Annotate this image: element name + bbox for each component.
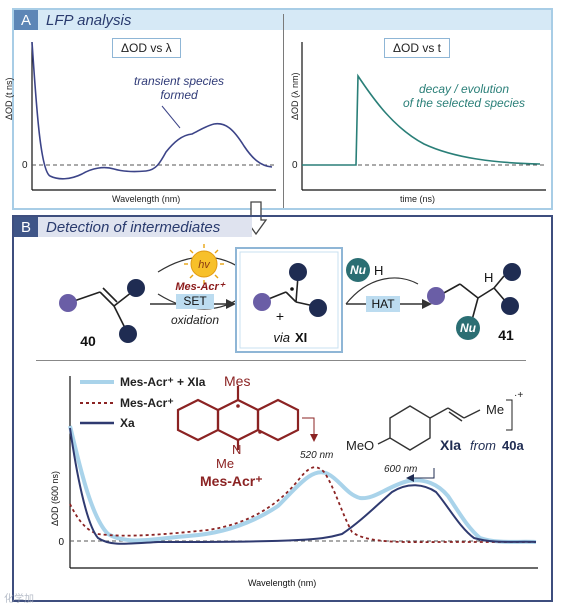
lfp-decay-ylabel: ΔOD (λ nm) (290, 72, 300, 120)
acr-radical-dotted-curve (69, 466, 536, 544)
legend-label-acr: Mes-Acr⁺ (120, 396, 174, 410)
reaction-scheme: hv Mes-Acr⁺ SET oxidation + via XI Nu H … (59, 244, 521, 353)
radical-cation-xi (235, 247, 343, 353)
meo-label: MeO (346, 438, 374, 453)
product-hydrogen: H (484, 270, 493, 285)
lfp-spectrum-pointer (161, 105, 181, 129)
hat-text: HAT (371, 297, 395, 311)
panel-a-divider (283, 14, 284, 208)
panel-b: B Detection of intermediates (12, 215, 553, 602)
product-41-structure (427, 263, 521, 340)
panel-a-letter: A (14, 10, 38, 30)
panel-b-title: Detection of intermediates (46, 218, 221, 236)
xia-source-label: 40a (502, 438, 524, 453)
lfp-decay-note: decay / evolution of the selected specie… (384, 82, 544, 110)
nu-reagent-text: Nu (350, 263, 367, 277)
via-word: via (273, 330, 290, 345)
peak1-arrowhead (310, 434, 318, 442)
lfp-spectrum-note-line1: transient species (133, 74, 225, 88)
hydrogen-text: H (374, 263, 383, 278)
panel-b-header: B Detection of intermediates (14, 217, 252, 237)
xia-from-label: from (470, 438, 496, 453)
lfp-decay-chart (301, 42, 546, 191)
hv-text: hv (198, 259, 211, 271)
lfp-decay-zero: 0 (292, 160, 298, 171)
xia-me-label: Me (486, 402, 504, 417)
acr-n-label: N (232, 442, 241, 457)
lfp-spectrum-curve (31, 41, 273, 180)
acr-me-label: Me (216, 456, 234, 471)
mes-label: Mes (224, 373, 250, 389)
lfp-spectrum-note-line2: formed (160, 88, 198, 102)
acr-name-label: Mes-Acr⁺ (200, 473, 263, 489)
lfp-decay-label: ΔOD vs t (384, 38, 451, 58)
lfp-spectrum-chart (31, 41, 276, 191)
xia-code-label: XIa (440, 437, 461, 453)
set-box (176, 294, 214, 309)
oxidation-text: oxidation (171, 313, 219, 327)
spectra-zero: 0 (58, 537, 64, 548)
hat-box (366, 296, 400, 312)
set-text: SET (183, 294, 207, 308)
xia-cation-mark: ·+ (514, 390, 523, 401)
peak1-pointer (302, 417, 315, 436)
xia-structure (377, 405, 481, 451)
peak2-pointer (412, 468, 435, 479)
lfp-spectrum-label: ΔOD vs λ (112, 38, 181, 58)
lfp-spectrum-xlabel: Wavelength (nm) (112, 194, 181, 204)
xia-bracket (506, 399, 513, 431)
legend-label-combined: Mes-Acr⁺ + XIa (120, 375, 206, 389)
combined-spectrum-curve (68, 425, 537, 544)
spectra-xlabel: Wavelength (nm) (248, 578, 316, 588)
radical-dot-ring (258, 430, 262, 434)
panel-a-title: LFP analysis (46, 11, 132, 29)
lfp-decay-curve (302, 73, 541, 166)
lfp-spectrum-ylabel: ΔOD (t ns) (4, 77, 14, 120)
catalyst-label: Mes-Acr⁺ (175, 281, 225, 293)
lfp-decay-note-line1: decay / evolution (418, 82, 510, 96)
lfp-spectrum-note: transient species formed (114, 74, 244, 102)
peak2-label: 600 nm (384, 464, 417, 475)
panel-a-header: A LFP analysis (14, 10, 551, 30)
product-nu-text: Nu (460, 321, 477, 335)
sun-icon (184, 244, 224, 284)
panel-b-letter: B (14, 217, 38, 237)
peak2-arrowhead (406, 474, 414, 482)
watermark-text: 化学加 (4, 594, 34, 605)
compound-40-label: 40 (80, 333, 96, 349)
alkene-40-structure (59, 279, 145, 343)
spectra-ylabel: ΔOD (600 ns) (50, 471, 60, 526)
lfp-decay-xlabel: time (ns) (400, 194, 436, 204)
via-code: XI (295, 330, 307, 345)
cation-plus: + (276, 308, 284, 324)
compound-41-label: 41 (498, 327, 514, 343)
scheme-separator (36, 360, 526, 361)
panel-a: A LFP analysis (12, 8, 553, 210)
radical-dot-top (236, 404, 240, 408)
lfp-decay-note-line2: of the selected species (402, 96, 526, 110)
transient-spectra-chart: Mes-Acr⁺ + XIa Mes-Acr⁺ Xa Mes N Me Mes-… (50, 373, 538, 588)
legend-label-xa: Xa (120, 416, 135, 430)
mes-acr-radical-structure (176, 386, 300, 450)
xa-curve (69, 427, 537, 545)
lfp-spectrum-zero: 0 (22, 160, 28, 171)
peak1-label: 520 nm (300, 450, 333, 461)
